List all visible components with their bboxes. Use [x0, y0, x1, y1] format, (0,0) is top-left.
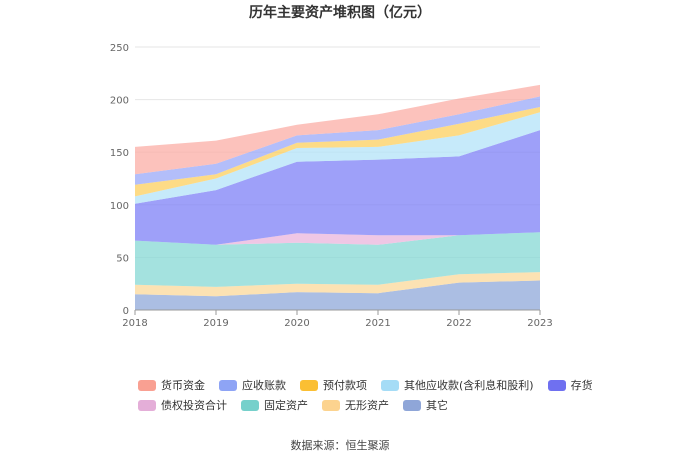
x-tick-label: 2021: [365, 318, 390, 329]
data-source: 数据来源：恒生聚源: [290, 439, 390, 452]
chart-title: 历年主要资产堆积图（亿元）: [249, 5, 431, 21]
legend-item[interactable]: 应收账款: [219, 377, 286, 393]
legend-label: 其他应收款(含利息和股利): [404, 379, 534, 392]
legend-swatch: [381, 379, 399, 391]
area-series-0[interactable]: [135, 280, 540, 311]
y-tick-label: 0: [123, 306, 129, 317]
legend-label: 货币资金: [161, 379, 205, 392]
area-series-8[interactable]: [135, 84, 540, 175]
area-series-2[interactable]: [135, 232, 540, 287]
legend-swatch: [547, 379, 566, 391]
legend-swatch: [300, 379, 318, 391]
legend-item[interactable]: 其它: [403, 397, 448, 413]
legend-item[interactable]: 存货: [547, 377, 593, 393]
legend-label: 固定资产: [264, 399, 308, 412]
legend-swatch: [403, 399, 421, 411]
area-series-6[interactable]: [135, 107, 540, 197]
x-tick-label: 2022: [446, 318, 471, 329]
area-series-7[interactable]: [135, 96, 540, 185]
area-series-1[interactable]: [135, 272, 540, 297]
legend-label: 债权投资合计: [161, 399, 227, 412]
legend-swatch: [241, 399, 259, 411]
x-tick-label: 2019: [203, 318, 228, 329]
legend: 货币资金 应收账款 预付款项 其他应收款(含利息和股利) 存货债权投资合计 固定资产 无形资…: [138, 376, 593, 416]
legend-label: 预付款项: [323, 379, 367, 392]
legend-swatch: [322, 399, 340, 411]
legend-label: 其它: [426, 399, 448, 412]
y-tick-label: 100: [110, 201, 129, 212]
x-tick-label: 2018: [122, 318, 147, 329]
legend-swatch: [138, 399, 156, 411]
legend-item[interactable]: 无形资产: [322, 397, 389, 413]
x-tick-label: 2020: [284, 318, 309, 329]
x-tick-label: 2023: [527, 318, 552, 329]
legend-row: 债权投资合计 固定资产 无形资产 其它: [138, 396, 568, 414]
legend-label: 无形资产: [345, 399, 389, 412]
area-series-4[interactable]: [135, 130, 540, 245]
area-series-5[interactable]: [135, 112, 540, 204]
y-tick-label: 200: [110, 96, 129, 107]
y-tick-label: 150: [110, 148, 129, 159]
legend-item[interactable]: 预付款项: [300, 377, 367, 393]
y-tick-label: 250: [110, 43, 129, 54]
legend-label: 应收账款: [242, 379, 286, 392]
legend-item[interactable]: 其他应收款(含利息和股利): [381, 377, 534, 393]
legend-swatch: [219, 379, 237, 391]
area-layer: [135, 84, 540, 311]
legend-item[interactable]: 货币资金: [138, 377, 205, 393]
y-tick-label: 50: [116, 253, 129, 264]
legend-label: 存货: [570, 379, 593, 392]
axis-layer: 0 50 100 150 200 250 2018 2019 2020 2021 2022 2023: [110, 43, 553, 329]
legend-item[interactable]: 固定资产: [241, 397, 308, 413]
legend-swatch: [138, 379, 156, 391]
area-series-3[interactable]: [135, 232, 540, 245]
legend-item[interactable]: 债权投资合计: [138, 397, 227, 413]
legend-row: 货币资金 应收账款 预付款项 其他应收款(含利息和股利) 存货: [138, 376, 593, 394]
